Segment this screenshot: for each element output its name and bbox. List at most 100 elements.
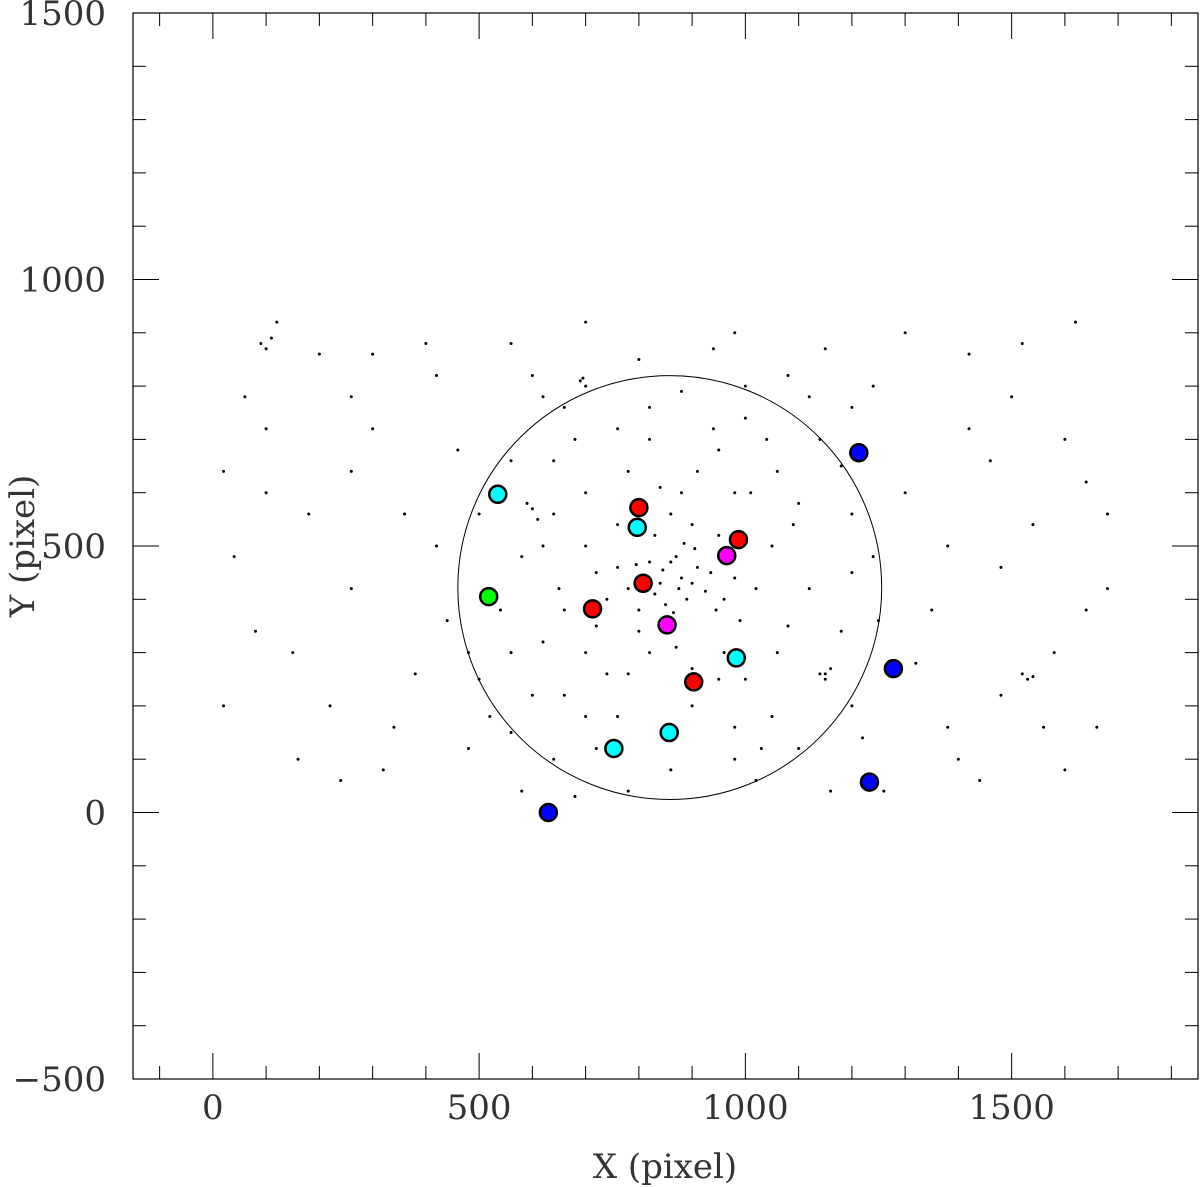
background-star [677, 587, 681, 591]
background-star [743, 384, 747, 388]
background-star [1020, 341, 1024, 345]
highlighted-star [629, 497, 649, 518]
background-star [658, 485, 662, 489]
background-star [714, 608, 718, 612]
background-star [775, 469, 779, 473]
x-tick-label: 1500 [968, 1088, 1055, 1128]
background-star [839, 629, 843, 633]
background-star [807, 395, 811, 399]
background-star [1063, 437, 1067, 441]
background-star [903, 331, 907, 335]
background-star [978, 779, 982, 783]
background-star [946, 725, 950, 729]
background-star [682, 541, 686, 545]
background-star [967, 427, 971, 431]
background-star [711, 347, 715, 351]
background-star [1084, 608, 1088, 612]
background-star [1084, 480, 1088, 484]
highlighted-star [538, 802, 559, 823]
background-star [541, 640, 545, 644]
background-star [222, 704, 226, 708]
background-star [584, 544, 588, 548]
background-star [435, 544, 439, 548]
background-star [648, 560, 652, 564]
background-star [685, 597, 689, 601]
background-star [477, 677, 481, 681]
highlighted-star [627, 517, 648, 538]
background-star [594, 624, 598, 628]
background-star [584, 651, 588, 655]
highlighted-star [488, 484, 508, 505]
background-star [562, 608, 566, 612]
background-star [557, 587, 561, 591]
background-star [626, 469, 630, 473]
background-star [525, 501, 529, 505]
background-star [498, 608, 502, 612]
background-star [871, 384, 875, 388]
background-star [930, 608, 934, 612]
background-star [509, 731, 513, 735]
background-star [371, 352, 375, 356]
axis-ticks [133, 12, 1198, 1080]
y-tick-label: 0 [84, 794, 106, 834]
background-star [626, 587, 630, 591]
background-star [791, 523, 795, 527]
background-star [307, 512, 311, 516]
background-star [413, 672, 417, 676]
y-tick-label: 1000 [19, 261, 106, 301]
background-star [653, 592, 657, 596]
background-star [717, 677, 721, 681]
highlighted-star [849, 442, 869, 463]
background-star [797, 501, 801, 505]
background-star [823, 677, 827, 681]
field-circle [457, 375, 883, 801]
background-star [573, 437, 577, 441]
background-star [339, 779, 343, 783]
background-star [584, 491, 588, 495]
background-star [1031, 523, 1035, 527]
background-star [754, 587, 758, 591]
background-star [1020, 672, 1024, 676]
background-star [914, 661, 918, 665]
background-star [882, 789, 886, 793]
background-star [671, 611, 675, 615]
background-star [349, 469, 353, 473]
background-star [956, 757, 960, 761]
background-star [466, 747, 470, 751]
background-star [877, 619, 880, 623]
background-star [988, 459, 992, 463]
background-star [264, 347, 268, 351]
x-tick-label: 500 [447, 1088, 512, 1128]
background-star [861, 736, 865, 740]
background-star [703, 589, 707, 593]
background-star [693, 547, 697, 551]
background-star [616, 523, 620, 527]
background-star [578, 379, 582, 383]
background-star [536, 517, 540, 521]
highlighted-star [883, 658, 904, 679]
background-star [850, 405, 854, 409]
background-star [695, 469, 699, 473]
background-star [445, 619, 449, 623]
background-star [616, 715, 620, 719]
background-star [850, 512, 854, 516]
background-star [839, 464, 843, 468]
background-star [253, 629, 257, 633]
background-star [291, 651, 295, 655]
x-tick-label: 1000 [702, 1088, 789, 1128]
y-axis-title: Y (pixel) [3, 475, 43, 619]
background-star [903, 491, 907, 495]
background-star [829, 789, 833, 793]
background-star [759, 747, 763, 751]
background-star [648, 437, 652, 441]
background-stars [222, 320, 1109, 799]
background-star [733, 491, 737, 495]
background-star [999, 693, 1003, 697]
background-star [722, 651, 726, 655]
background-star [765, 437, 769, 441]
background-star [738, 619, 742, 623]
highlighted-star [582, 599, 603, 619]
background-star [530, 693, 534, 697]
background-star [743, 416, 747, 420]
